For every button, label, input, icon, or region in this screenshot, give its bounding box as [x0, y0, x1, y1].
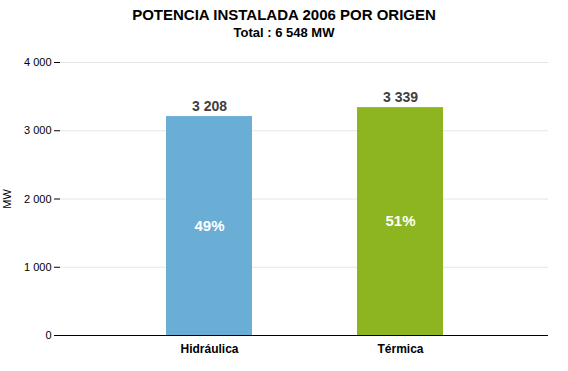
svg-text:MW: MW — [1, 189, 13, 209]
svg-text:Térmica: Térmica — [377, 342, 423, 356]
svg-text:1 000: 1 000 — [24, 261, 52, 273]
svg-text:0: 0 — [45, 329, 51, 341]
svg-text:49%: 49% — [194, 217, 224, 234]
html-text:POTENCIA INSTALADA 2006 POR OR: POTENCIA INSTALADA 2006 POR ORIGEN — [132, 6, 436, 23]
svg-text:2 000: 2 000 — [24, 193, 52, 205]
svg-text:51%: 51% — [385, 212, 415, 229]
svg-text:3 000: 3 000 — [24, 124, 52, 136]
svg-text:3 208: 3 208 — [192, 98, 227, 114]
svg-text:Hidráulica: Hidráulica — [180, 342, 238, 356]
html-text:Total : 6 548 MW: Total : 6 548 MW — [233, 25, 335, 40]
svg-text:3 339: 3 339 — [383, 89, 418, 105]
svg-text:4 000: 4 000 — [24, 56, 52, 68]
